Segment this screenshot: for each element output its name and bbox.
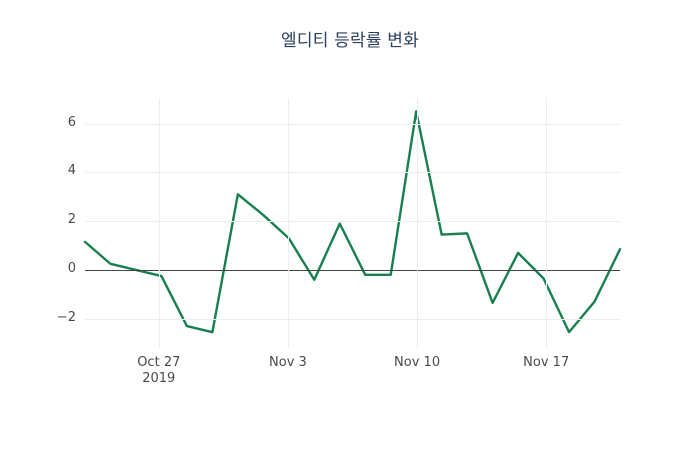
- gridline-horizontal: [85, 172, 620, 174]
- zero-baseline: [85, 269, 620, 271]
- x-axis-tick-label-main: Oct 27: [137, 355, 181, 370]
- x-axis-tick-label: Oct 27 2019: [137, 355, 180, 387]
- gridline-horizontal: [85, 221, 620, 223]
- gridline-horizontal: [85, 318, 620, 320]
- x-axis-tick-label: Nov 17: [523, 355, 569, 371]
- x-axis-tick-label-main: Nov 3: [269, 355, 307, 370]
- y-axis-tick-label: 0: [67, 260, 76, 276]
- line-series: [83, 110, 622, 334]
- gridline-vertical: [417, 98, 419, 348]
- x-axis-tick-label-main: Nov 10: [394, 355, 441, 370]
- y-axis-tick-label: 2: [67, 212, 76, 228]
- y-axis-tick-label: 4: [67, 163, 76, 179]
- gridline-vertical: [546, 98, 548, 348]
- x-axis-tick-label-main: Nov 17: [523, 355, 570, 370]
- y-axis-tick-labels: 6 4 2 0 −2: [28, 98, 76, 348]
- y-axis-tick-label: 6: [67, 114, 76, 130]
- y-axis-tick-label: −2: [56, 309, 76, 325]
- gridline-vertical: [287, 98, 289, 348]
- x-axis-tick-label-sub: 2019: [142, 371, 176, 386]
- chart-title: 엘디티 등락률 변화: [281, 31, 419, 51]
- series-line-elditi: [83, 110, 622, 334]
- x-axis-tick-label: Nov 10: [394, 355, 440, 371]
- x-axis-tick-labels: Oct 27 2019 Nov 3 Nov 10 Nov 17: [85, 355, 620, 415]
- gridline-horizontal: [85, 123, 620, 125]
- plot-area: [83, 98, 622, 348]
- gridline-vertical: [158, 98, 160, 348]
- x-axis-tick-label: Nov 3: [269, 355, 307, 371]
